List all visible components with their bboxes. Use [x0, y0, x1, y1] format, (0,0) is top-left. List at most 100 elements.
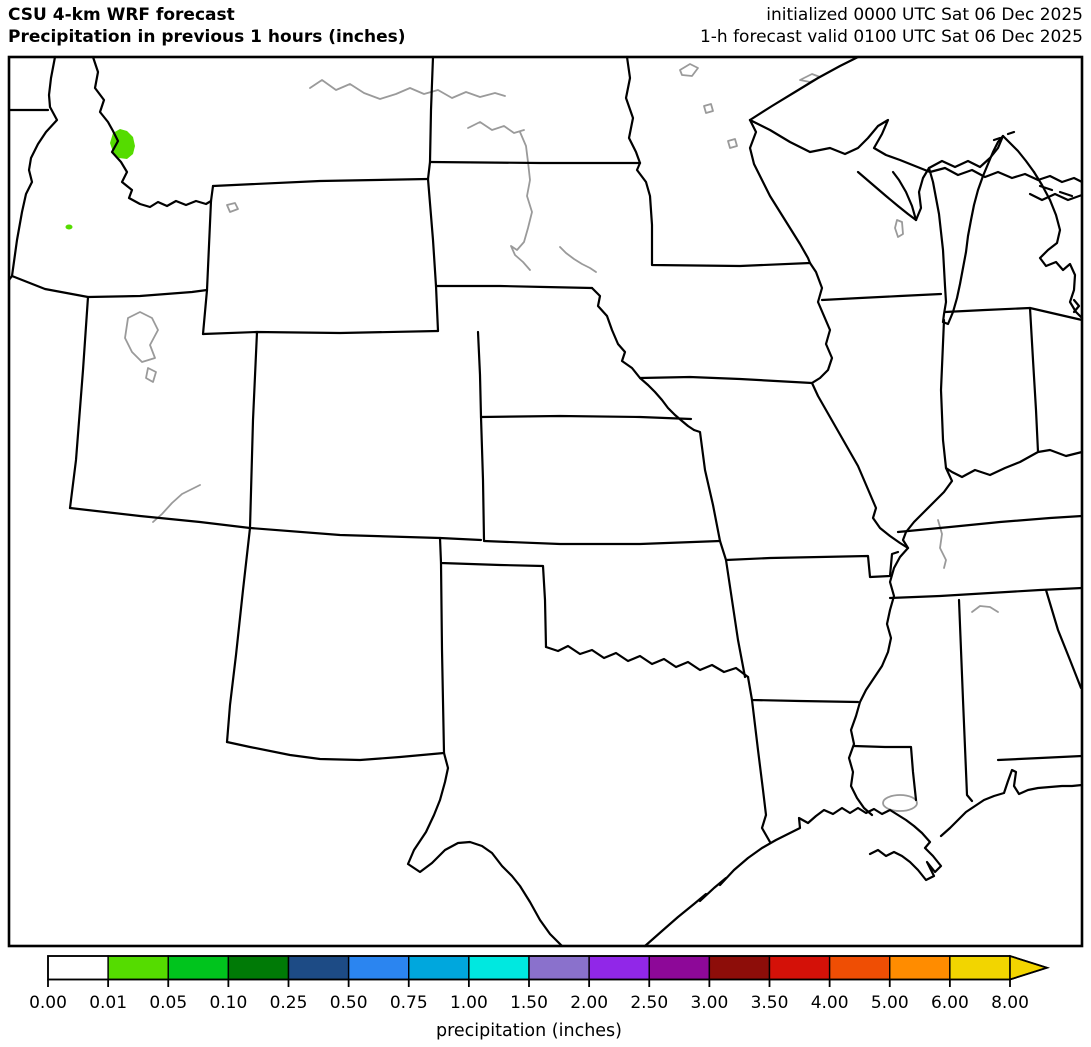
nv-ut-border [68, 295, 90, 510]
kansas-oklahoma-border [482, 539, 722, 546]
nebraska-kansas-border [479, 414, 693, 421]
michigan-indiana-ohio-line [943, 306, 1084, 322]
precip-dot-southwest-idaho [65, 224, 73, 230]
colorbar-tick-label: 4.00 [811, 993, 849, 1013]
door-peninsula [914, 166, 931, 222]
colorbar-cell [227, 955, 290, 981]
lake-stclair [1072, 298, 1081, 314]
colorbar-cell [949, 955, 1011, 981]
wyoming-east-border [426, 177, 440, 333]
wisconsin-michigan-up-border [856, 170, 918, 222]
map-frame [7, 55, 1084, 948]
forecast-time-info: initialized 0000 UTC Sat 06 Dec 2025 1-h … [700, 4, 1083, 48]
indiana-ohio-border [1028, 306, 1040, 454]
colorbar-tick-label: 3.00 [690, 993, 728, 1013]
red-river-ok-tx [544, 644, 750, 679]
yellowstone-lake [226, 202, 239, 213]
alabama-georgia-border [1044, 588, 1083, 690]
minnesota-wisconsin-border [748, 118, 812, 265]
line-42n-id-nv-ut [10, 274, 209, 299]
southdakota-nebraska-border [434, 284, 594, 290]
wisconsin-illinois-border [820, 292, 943, 302]
colorbar-cell [287, 955, 350, 981]
lake-pontchartrain [882, 794, 918, 812]
colorbar-cell [408, 955, 470, 981]
colorbar-tick-label: 0.50 [330, 993, 368, 1013]
ontario-shore [1028, 192, 1084, 202]
init-time: initialized 0000 UTC Sat 06 Dec 2025 [766, 5, 1083, 25]
michigan-lake-huron-shore [1032, 170, 1084, 320]
colorado-east-border [476, 330, 486, 542]
colorbar-ticks [47, 979, 1011, 987]
colorbar-tick-label: 1.50 [510, 993, 548, 1013]
kentucky-tennessee-line [896, 514, 1084, 534]
utah-colorado-border [248, 330, 259, 530]
colorbar-cell [347, 955, 410, 981]
colorbar-cell [528, 955, 590, 981]
missouri-river-ne-ia-mo [590, 286, 696, 432]
colorbar-tick-label: 1.00 [450, 993, 488, 1013]
tennessee-mississippi-alabama-line [888, 586, 1084, 600]
arizona-newmexico-border [225, 526, 252, 744]
title-line2: Precipitation in previous 1 hours (inche… [8, 27, 406, 47]
idaho-montana-border [91, 55, 213, 209]
colorbar-tick-label: 0.00 [29, 993, 67, 1013]
colorbar-cell [648, 955, 711, 981]
michigan-up-south-shore [927, 134, 1005, 170]
wyoming-south-border [201, 329, 440, 336]
colorbar-tick-label: 0.01 [89, 993, 127, 1013]
idaho-west-border [7, 55, 59, 282]
colorbar-tick-label: 0.10 [209, 993, 247, 1013]
colorbar-cell [107, 955, 169, 981]
colorbar: 0.00 0.01 0.05 0.10 0.25 0.50 0.75 1.00 1.50 2.00… [29, 954, 1050, 1041]
kentucky-lake [937, 519, 947, 569]
title-line1: CSU 4-km WRF forecast [8, 5, 235, 25]
newmexico-mexico-border [225, 740, 446, 762]
utah-arizona-border [68, 506, 252, 530]
northdakota-southdakota-border [428, 160, 642, 165]
colorbar-cell [768, 955, 831, 981]
colorbar-cell [828, 955, 891, 981]
colorbar-tick-label: 6.00 [931, 993, 969, 1013]
wyoming-west-border [201, 184, 215, 336]
mississippi-alabama-border [957, 598, 974, 803]
colorbar-caption: precipitation (inches) [436, 1021, 622, 1041]
colorbar-outline [47, 955, 1050, 981]
iowa-missouri-border [638, 375, 814, 385]
mississippi-alabama-gulf-coast [939, 768, 1084, 838]
lake-michigan-west-shore [927, 166, 948, 324]
guntersville-lake [971, 605, 999, 613]
alabama-florida-border [996, 754, 1084, 762]
colorbar-cell [588, 955, 650, 981]
mississippi-river [808, 261, 910, 817]
oklahoma-panhandle [438, 536, 548, 649]
lake-superior-north-shore [748, 55, 860, 122]
lake-sakakawea [467, 121, 525, 134]
texas-newmexico-border [439, 561, 446, 755]
kansas-missouri-border [692, 428, 722, 543]
colorbar-cell [889, 955, 951, 981]
red-river-nd-mn [624, 55, 642, 165]
oklahoma-arkansas-border [718, 539, 747, 679]
colorbar-cell [47, 955, 109, 981]
lake-superior-south-shore [748, 118, 1084, 184]
colorado-south-border [248, 526, 483, 542]
texas-gulf-coast [643, 806, 943, 948]
north-channel-islands [992, 130, 1074, 198]
missouri-river-sd-lower [559, 246, 597, 273]
missouri-arkansas-border [724, 550, 900, 579]
texas-louisiana-border [750, 698, 772, 844]
valid-time: 1-h forecast valid 0100 UTC Sat 06 Dec 2… [699, 27, 1083, 47]
minnesota-lake-2 [703, 103, 714, 114]
map-background [9, 57, 1082, 946]
colorbar-tick-label: 3.50 [751, 993, 789, 1013]
colorbar-tick-label: 0.75 [390, 993, 428, 1013]
rio-grande [406, 751, 564, 948]
colorbar-cells [47, 954, 1050, 981]
minnesota-lake-3 [727, 138, 738, 149]
colorbar-tick-label: 2.00 [570, 993, 608, 1013]
louisiana-mississippi-border [852, 744, 918, 802]
great-salt-lake [124, 311, 159, 363]
wyoming-north-border [211, 177, 430, 188]
